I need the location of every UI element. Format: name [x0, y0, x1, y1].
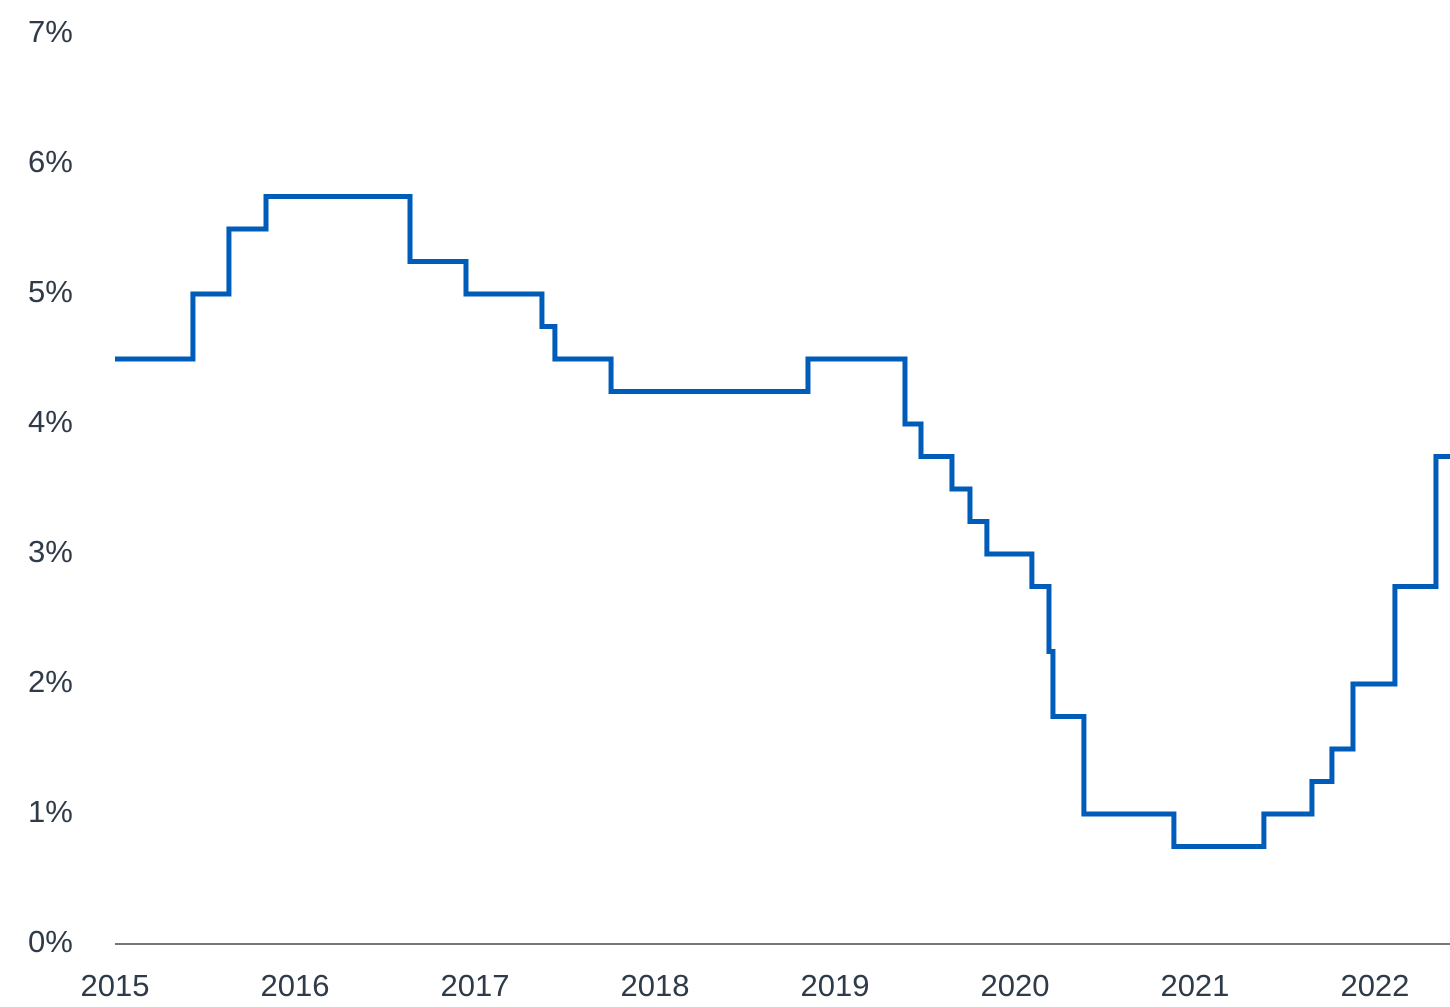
x-tick-label: 2022 [1340, 968, 1409, 1003]
y-tick-label: 1% [28, 794, 73, 829]
y-tick-label: 6% [28, 144, 73, 179]
y-tick-label: 5% [28, 274, 73, 309]
x-tick-label: 2019 [800, 968, 869, 1003]
x-tick-label: 2017 [440, 968, 509, 1003]
x-tick-label: 2016 [261, 968, 330, 1003]
y-tick-label: 7% [28, 14, 73, 49]
y-tick-label: 4% [28, 404, 73, 439]
data-line [115, 194, 1450, 849]
x-tick-label: 2018 [620, 968, 689, 1003]
y-tick-label: 2% [28, 664, 73, 699]
x-tick-label: 2015 [81, 968, 150, 1003]
x-tick-label: 2021 [1160, 968, 1229, 1003]
x-tick-label: 2020 [980, 968, 1049, 1003]
y-tick-label: 3% [28, 534, 73, 569]
y-tick-label: 0% [28, 924, 73, 959]
